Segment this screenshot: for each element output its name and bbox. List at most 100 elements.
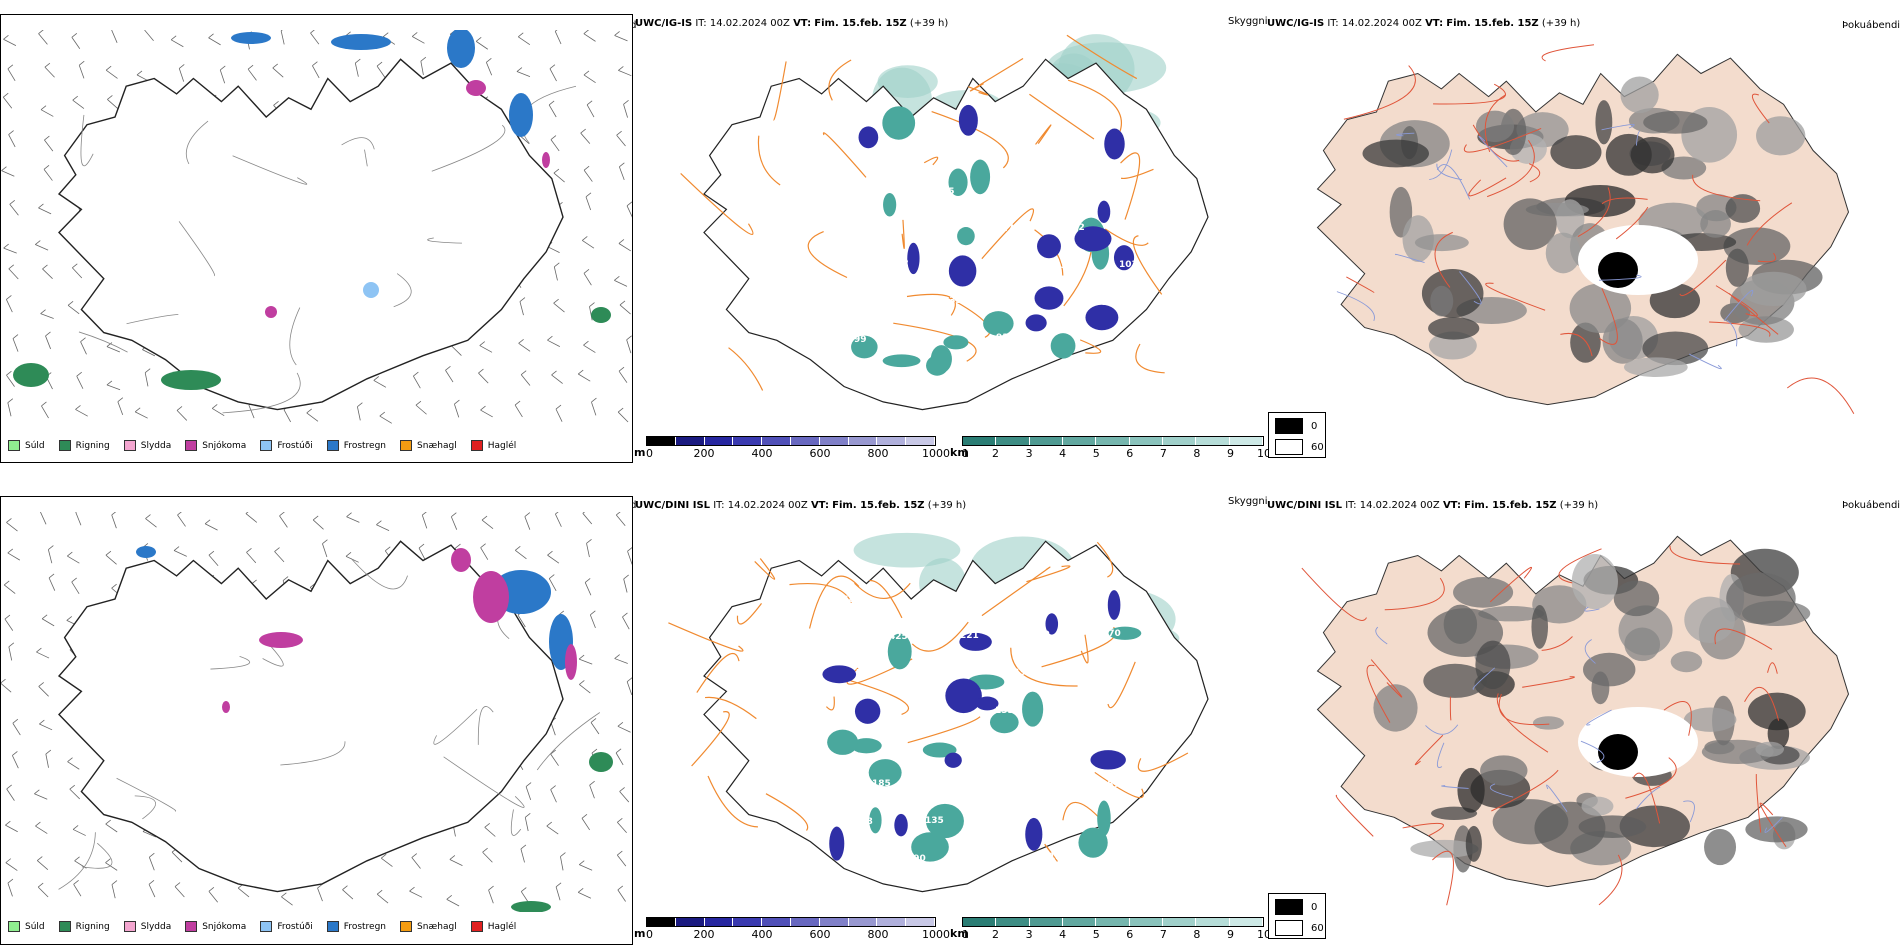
cloud-base-label: 123: [1049, 852, 1068, 862]
colorbar-cell: [704, 918, 734, 926]
wind-barb: [204, 519, 211, 525]
vt-value: Fim. 15.feb. 15Z: [1464, 500, 1557, 511]
wind-barb: [618, 166, 625, 181]
river-line: [1425, 724, 1459, 735]
wind-barb: [281, 896, 293, 906]
legend-swatch: [470, 921, 483, 932]
wind-barb: [144, 30, 154, 42]
vt-value: Fim. 15.feb. 15Z: [1446, 18, 1539, 29]
legend-label: Súld: [25, 921, 45, 932]
fog-max-label: 60: [1311, 441, 1324, 453]
wind-barb: [41, 614, 48, 620]
wind-barb: [484, 827, 496, 837]
wind-barb: [273, 100, 279, 106]
legend-swatch: [123, 921, 136, 932]
fog-index-legend: 0 60: [1268, 893, 1326, 939]
wind-barb: [35, 240, 41, 245]
coastline: [703, 540, 1209, 893]
wind-barb: [548, 100, 555, 106]
wind-barb: [3, 247, 17, 254]
legend-swatch: [470, 440, 483, 451]
wind-barb: [3, 243, 9, 249]
colorbar-cell: [647, 437, 676, 445]
wind-barb: [619, 791, 630, 803]
road-line: [1062, 802, 1103, 822]
wind-barb: [478, 372, 489, 384]
wind-barb: [580, 132, 591, 144]
wind-barb: [105, 819, 111, 825]
wind-barb: [177, 512, 182, 516]
road-line: [232, 155, 308, 185]
wind-barb: [245, 512, 249, 514]
road-line: [1577, 187, 1611, 237]
wind-barb: [583, 344, 596, 353]
precip-type-map: [1, 30, 632, 424]
wind-barb: [111, 880, 118, 885]
model-name: UWC/IG-IS: [635, 18, 693, 29]
wind-barb: [142, 349, 156, 357]
wind-barb: [317, 887, 323, 902]
wind-barb: [380, 857, 393, 867]
road-line: [1366, 664, 1391, 723]
wind-barb: [208, 554, 219, 566]
wind-barb: [617, 885, 624, 891]
fog-area: [1740, 271, 1807, 307]
wind-barb: [173, 546, 180, 551]
road-line: [1625, 757, 1677, 799]
wind-barb: [179, 64, 185, 69]
wind-barb: [105, 69, 118, 79]
legend-label: Rigning: [75, 921, 110, 932]
cloud-base-area: [1090, 750, 1126, 770]
fog-area: [1624, 627, 1661, 662]
road-line: [969, 57, 1024, 92]
wind-barb: [75, 409, 88, 417]
road-line: [1301, 567, 1367, 621]
wind-barb: [583, 74, 596, 84]
wind-barb: [37, 886, 49, 898]
wind-barb: [617, 822, 627, 834]
colorbar-unit: km: [950, 446, 969, 459]
wind-barb: [34, 789, 40, 795]
river-line: [1436, 164, 1471, 200]
wind-barb: [589, 302, 595, 307]
road-line: [1601, 197, 1648, 205]
fog-area: [1457, 767, 1485, 813]
road-line: [1484, 94, 1507, 153]
road-line: [1541, 44, 1595, 62]
colorbar-tick: 1: [962, 928, 969, 941]
visibility-area: [853, 532, 961, 568]
wind-barb: [105, 858, 111, 864]
it-value: 14.02.2024 00Z: [1341, 18, 1422, 29]
colorbar-tick: 8: [1193, 447, 1201, 460]
road-line: [427, 237, 462, 244]
colorbar-cells: [646, 436, 936, 446]
wind-barb: [591, 401, 597, 416]
colorbar-tick: 3: [1025, 447, 1033, 460]
wind-barb: [237, 887, 250, 898]
fog-area: [1745, 816, 1808, 843]
wind-barb: [617, 850, 623, 856]
wind-barb: [519, 301, 524, 316]
wind-barb: [72, 267, 83, 279]
wind-barb: [614, 654, 620, 659]
fog-area: [1571, 553, 1618, 610]
legend-swatch: [185, 440, 198, 451]
road-line: [1094, 771, 1144, 799]
wind-barb: [376, 61, 383, 67]
wind-barb: [204, 523, 218, 531]
road-line: [1746, 202, 1793, 246]
legend-item: Slydda: [123, 921, 171, 932]
vt-label: VT:: [1425, 18, 1444, 29]
cloud-base-area: [1050, 333, 1076, 359]
wind-barb: [583, 30, 590, 34]
wind-barb: [454, 399, 460, 405]
river-line: [1472, 667, 1496, 690]
wind-barb: [2, 96, 13, 109]
vt-value: Fim. 15.feb. 15Z: [814, 18, 907, 29]
wind-barb: [135, 411, 148, 419]
wind-barb: [525, 782, 532, 787]
wind-barb: [1, 170, 15, 177]
visibility-colorbar: 1 2 3 4 5 6 7 8 9 10 km: [950, 436, 1271, 466]
wind-barb: [480, 409, 493, 418]
cloud-base-label: 138: [961, 740, 980, 750]
